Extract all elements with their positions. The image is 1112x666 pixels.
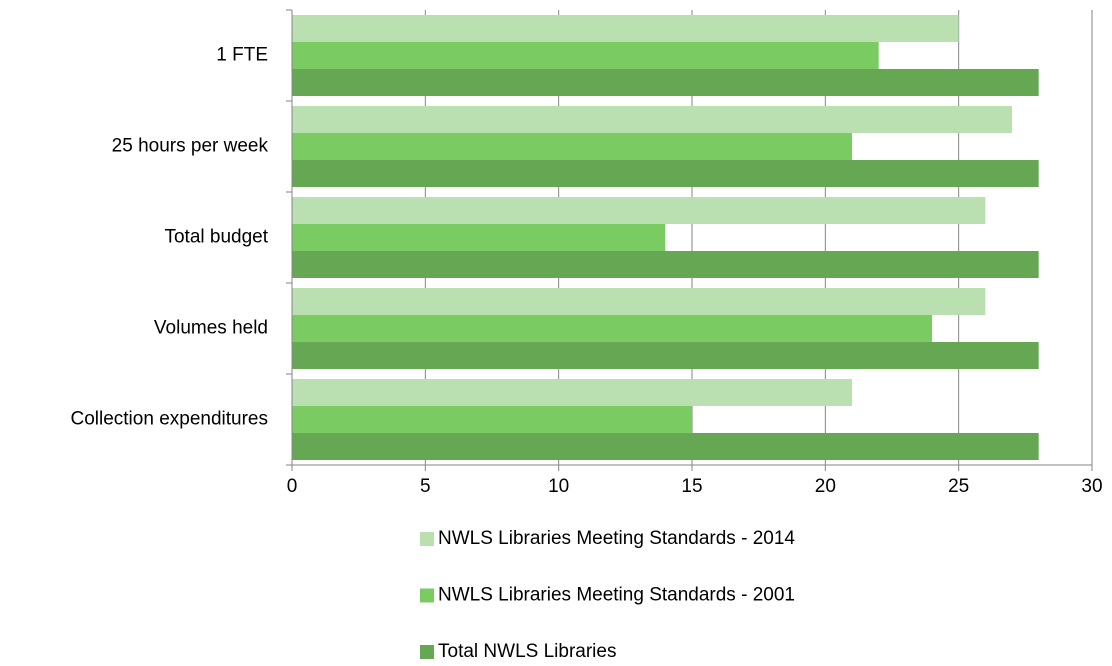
bar — [292, 133, 852, 160]
legend-label: NWLS Libraries Meeting Standards - 2001 — [438, 585, 795, 606]
bar — [292, 197, 986, 224]
y-tick-label: 1 FTE — [216, 45, 268, 66]
bar — [292, 69, 1039, 96]
bar — [292, 406, 692, 433]
legend-swatch — [420, 645, 434, 659]
bar — [292, 251, 1039, 278]
bar — [292, 15, 959, 42]
legend-swatch — [420, 588, 434, 603]
x-tick-label: 0 — [287, 476, 298, 497]
bar — [292, 106, 1012, 133]
bar — [292, 379, 852, 406]
y-tick-label: Volumes held — [154, 318, 268, 339]
x-tick-label: 15 — [681, 476, 702, 497]
bar — [292, 288, 986, 315]
y-tick-label: Total budget — [164, 227, 268, 248]
legend-swatch — [420, 532, 434, 546]
x-tick-label: 10 — [548, 476, 569, 497]
bar — [292, 433, 1039, 460]
y-tick-label: 25 hours per week — [112, 136, 269, 157]
x-tick-label: 25 — [948, 476, 969, 497]
x-tick-label: 20 — [815, 476, 836, 497]
y-tick-label: Collection expenditures — [70, 409, 268, 430]
x-tick-label: 30 — [1081, 476, 1102, 497]
bar — [292, 342, 1039, 369]
bar — [292, 224, 666, 251]
bar — [292, 160, 1039, 187]
bar — [292, 315, 932, 342]
legend-label: NWLS Libraries Meeting Standards - 2014 — [438, 528, 795, 549]
bar — [292, 42, 879, 69]
x-tick-label: 5 — [420, 476, 431, 497]
legend-label: Total NWLS Libraries — [438, 641, 616, 662]
